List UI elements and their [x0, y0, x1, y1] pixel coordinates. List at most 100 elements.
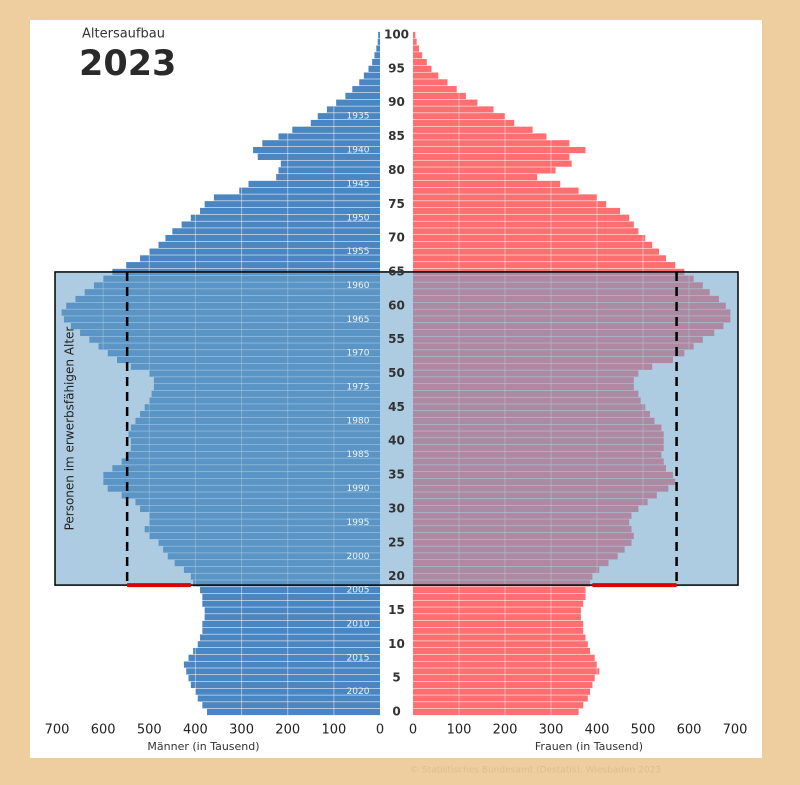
- bar: [248, 180, 380, 188]
- x-tick-label: 600: [677, 723, 702, 738]
- x-tick-label: 500: [631, 723, 656, 738]
- bar: [413, 647, 591, 655]
- bar: [413, 167, 556, 174]
- y-tick-label: 65: [388, 264, 405, 278]
- bar: [413, 675, 595, 682]
- bar: [413, 207, 620, 215]
- bar: [413, 661, 597, 668]
- bar: [292, 126, 380, 133]
- bar: [413, 45, 419, 52]
- bar: [377, 38, 380, 45]
- birth-year-label: 1970: [347, 349, 370, 359]
- birth-year-label: 2000: [347, 552, 370, 562]
- bar: [413, 248, 660, 255]
- bar: [413, 708, 579, 716]
- bar: [413, 241, 653, 248]
- bar: [413, 695, 588, 702]
- bar: [413, 614, 581, 621]
- x-tick-label: 700: [723, 723, 748, 738]
- y-tick-label: 30: [388, 501, 405, 515]
- y-tick-label: 90: [388, 95, 405, 109]
- bar: [413, 133, 547, 140]
- bar: [413, 194, 597, 201]
- bar: [413, 65, 432, 72]
- bar: [257, 153, 380, 160]
- y-tick-label: 25: [388, 535, 405, 549]
- bar: [413, 92, 466, 100]
- y-tick-label: 45: [388, 400, 405, 414]
- bar: [200, 634, 380, 641]
- bar: [202, 620, 380, 628]
- bar: [183, 661, 380, 668]
- y-tick-label: 80: [388, 163, 405, 177]
- x-tick-label: 100: [321, 723, 346, 738]
- bar: [280, 160, 380, 167]
- x-tick-label: 300: [539, 723, 564, 738]
- bar: [158, 241, 380, 248]
- bar: [188, 654, 380, 661]
- bar: [413, 627, 584, 634]
- bar: [413, 153, 570, 160]
- bar: [186, 668, 380, 675]
- bar: [413, 58, 427, 66]
- y-tick-label: 40: [388, 434, 405, 448]
- bar: [413, 38, 417, 45]
- y-tick-label: 5: [392, 671, 400, 685]
- bar: [413, 681, 593, 689]
- bar: [181, 221, 380, 228]
- birth-year-label: 1965: [347, 315, 370, 325]
- axis-title: Frauen (in Tausend): [535, 740, 643, 753]
- bar: [413, 593, 586, 601]
- x-tick-label: 0: [409, 723, 417, 738]
- bar: [413, 607, 581, 614]
- bar: [413, 79, 448, 86]
- bar: [202, 600, 380, 607]
- bar: [204, 607, 380, 614]
- y-tick-label: 55: [388, 332, 405, 346]
- y-tick-label: 100: [384, 28, 409, 42]
- birth-year-label: 1990: [347, 484, 370, 494]
- x-tick-label: 700: [45, 723, 70, 738]
- y-tick-label: 95: [388, 61, 405, 75]
- bar: [413, 262, 676, 269]
- birth-year-label: 2005: [347, 586, 370, 596]
- birth-year-label: 1960: [347, 281, 370, 291]
- bar: [202, 627, 380, 634]
- bar: [413, 654, 595, 661]
- x-tick-label: 200: [275, 723, 300, 738]
- bar: [206, 708, 380, 716]
- bar: [413, 99, 478, 106]
- bar: [413, 214, 630, 221]
- x-tick-label: 200: [493, 723, 518, 738]
- source: © Statistisches Bundesamt (Destatis), Wi…: [410, 766, 661, 776]
- bar: [204, 614, 380, 621]
- bar: [326, 106, 380, 113]
- bar: [165, 234, 380, 242]
- bar: [413, 641, 588, 648]
- bar: [195, 688, 380, 695]
- bar: [202, 702, 380, 709]
- bar: [413, 140, 570, 147]
- bar: [413, 187, 579, 194]
- bar: [126, 262, 380, 269]
- bar: [368, 65, 380, 72]
- birth-year-label: 1940: [347, 146, 370, 156]
- bar: [413, 174, 538, 181]
- working-age-label: Personen im erwerbsfähigen Alter: [63, 327, 77, 531]
- birth-year-label: 1945: [347, 179, 370, 189]
- x-tick-label: 600: [91, 723, 116, 738]
- bar: [413, 668, 600, 675]
- birth-year-label: 1985: [347, 450, 370, 460]
- bar: [363, 72, 380, 79]
- overlay: [54, 271, 739, 588]
- bar: [413, 228, 639, 235]
- y-tick-label: 50: [388, 366, 405, 380]
- bar: [372, 58, 380, 66]
- bar: [253, 146, 380, 154]
- y-tick-label: 70: [388, 231, 405, 245]
- bar: [345, 92, 380, 100]
- birth-year-label: 1995: [347, 518, 370, 528]
- bar: [310, 119, 380, 127]
